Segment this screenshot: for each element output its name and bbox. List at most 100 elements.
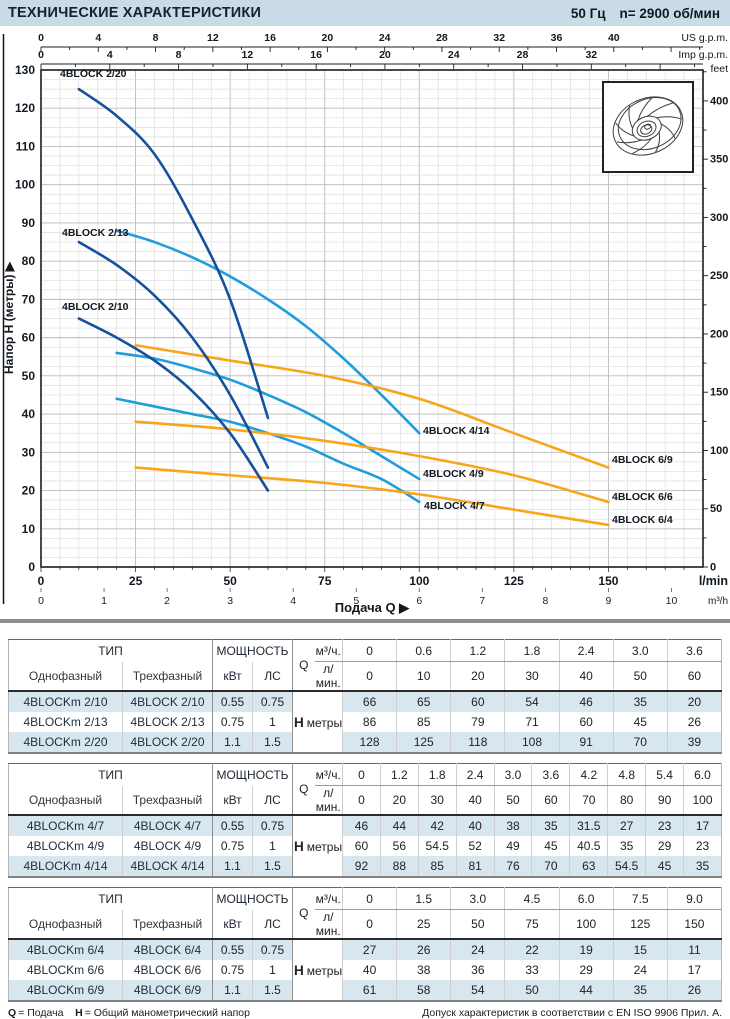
head-value: 26 — [687, 983, 702, 997]
page-title: ТЕХНИЧЕСКИЕ ХАРАКТЕРИСТИКИ — [8, 5, 262, 21]
grid — [41, 70, 703, 567]
head-value: 66 — [342, 691, 398, 712]
head-value: 60 — [342, 836, 381, 856]
axis-label: 12 — [242, 49, 254, 61]
q-m3h-value: 4.5 — [504, 887, 560, 910]
head-value: 20 — [687, 695, 702, 709]
q-lmin-value: 70 — [569, 785, 609, 816]
three-phase-header: Трехфазный — [122, 661, 213, 692]
chart-svg: 0 4 8 12 16 20 24 28 32 36 40 US g.p.m.0 4 8 12 16 20 24 2… — [2, 32, 728, 615]
q-m3h-value: 5.4 — [645, 763, 685, 786]
model-three-phase: 4BLOCK 2/10 — [122, 691, 213, 712]
power-header: МОЩНОСТЬ — [212, 763, 293, 786]
model-single-phase: 4BLOCKm 6/4 — [8, 939, 123, 960]
curve-label-4block-6-6: 4BLOCK 6/6 — [612, 491, 673, 503]
flow-axis: 0 25 50 75 100 125 150 l/min 0 1 2 3 4 5 6 7 8 9 10 m³/h Под… — [38, 567, 728, 615]
axis-label: 0 — [38, 595, 44, 607]
q-lmin-value: 40 — [456, 785, 495, 816]
curve-4block-6-9 — [134, 343, 610, 469]
power-header: МОЩНОСТЬ — [212, 887, 293, 910]
curve-4block-2-13 — [77, 240, 270, 469]
head-value: 54.5 — [607, 856, 647, 877]
q-lmin-value: 10 — [396, 661, 452, 692]
axis-label: 24 — [379, 32, 391, 44]
curve-label-4block-2-20: 4BLOCK 2/20 — [60, 68, 127, 80]
head-value: 46 — [559, 691, 614, 712]
table-row: 4BLOCKm 6/9 4BLOCK 6/9 1.1 1.5 61 58 54 50 44 35 2… — [8, 980, 722, 1001]
curve-label-4block-4-9: 4BLOCK 4/9 — [423, 468, 484, 480]
q-lmin-value: 0 — [342, 909, 398, 940]
table-row: 4BLOCKm 4/14 4BLOCK 4/14 1.1 1.5 92 88 85 81 76 7… — [8, 856, 722, 877]
unit-m3h: м³/ч. — [314, 639, 343, 662]
q-lmin-value: 20 — [450, 661, 506, 692]
head-value: 42 — [418, 815, 457, 836]
unit-lmin: л/мин. — [314, 785, 343, 816]
power-hp: 1.5 — [252, 732, 293, 753]
hp-header: ЛС — [252, 661, 293, 692]
axis-label: 4 — [107, 49, 113, 61]
frequency-label: 50 Гц — [570, 5, 606, 21]
q-lmin-value: 50 — [450, 909, 506, 940]
q-m3h-value: 1.5 — [396, 887, 452, 910]
curve-label-4block-4-7: 4BLOCK 4/7 — [424, 500, 485, 512]
q-lmin-value: 30 — [418, 785, 457, 816]
head-value: 54 — [450, 980, 506, 1001]
curve-label-4block-2-13: 4BLOCK 2/13 — [62, 227, 129, 239]
axis-label: 28 — [517, 49, 529, 61]
legend-note: Q = Подача H = Общий манометрический напор — [8, 1007, 250, 1019]
head-value: 70 — [613, 732, 668, 753]
axis-label: 20 — [22, 484, 36, 498]
head-value: 92 — [342, 856, 381, 877]
q-m3h-value: 6.0 — [559, 887, 614, 910]
axis-label: 2 — [164, 595, 170, 607]
axis-label: 50 — [223, 574, 237, 588]
q-m3h-value: 3.0 — [450, 887, 506, 910]
head-value: 50 — [504, 980, 560, 1001]
curve-4block-6-6 — [134, 420, 610, 504]
q-lmin-value: 80 — [607, 785, 647, 816]
axis-label: 400 — [710, 95, 728, 107]
head-value: 54.5 — [418, 836, 457, 856]
h-symbol: H — [294, 838, 304, 854]
power-kw: 0.75 — [212, 836, 253, 856]
tolerance-note: Допуск характеристик в соответствии с EN… — [422, 1007, 722, 1019]
head-value: 86 — [342, 712, 398, 732]
axis-label: 125 — [504, 574, 524, 588]
table-row: 4BLOCKm 6/6 4BLOCK 6/6 0.75 1 40 38 36 33 29 24 17 — [8, 960, 722, 980]
axis-label: 10 — [22, 522, 36, 536]
feet-unit: feet — [710, 63, 728, 75]
head-value: 52 — [456, 836, 495, 856]
unit-m3h: м³/ч. — [314, 763, 343, 786]
pump-curves — [77, 87, 610, 527]
model-single-phase: 4BLOCKm 6/6 — [8, 960, 123, 980]
head-value: 35 — [531, 815, 571, 836]
head-value: 65 — [396, 691, 452, 712]
power-kw: 0.75 — [212, 712, 253, 732]
axis-label: 32 — [493, 32, 505, 44]
head-value: 23 — [645, 815, 685, 836]
power-hp: 1 — [252, 836, 293, 856]
q-m3h-value: 0 — [342, 639, 398, 662]
q-m3h-value: 7.5 — [613, 887, 668, 910]
head-value: 19 — [559, 939, 614, 960]
axis-label: 350 — [710, 154, 728, 166]
head-value: 85 — [396, 712, 452, 732]
q-header: Q — [292, 887, 315, 940]
lmin-unit: l/min — [699, 574, 728, 588]
y-axis-title: Напор H (метры) ▶ — [2, 261, 16, 374]
power-kw: 0.55 — [212, 691, 253, 712]
head-value: 24 — [450, 939, 506, 960]
head-value: 15 — [613, 939, 668, 960]
kw-header: кВт — [212, 661, 253, 692]
q-lmin-value: 50 — [494, 785, 533, 816]
single-phase-header: Однофазный — [8, 909, 123, 940]
model-single-phase: 4BLOCKm 4/7 — [8, 815, 123, 836]
model-three-phase: 4BLOCK 6/9 — [122, 980, 213, 1001]
head-axis: 0 10 20 30 40 50 60 70 80 90 100 110 120 130 Напор H (… — [2, 63, 35, 574]
axis-label: 10 — [666, 595, 678, 607]
q-lmin-value: 40 — [559, 661, 614, 692]
divider-bar — [0, 619, 730, 623]
q-lmin-value: 100 — [559, 909, 614, 940]
